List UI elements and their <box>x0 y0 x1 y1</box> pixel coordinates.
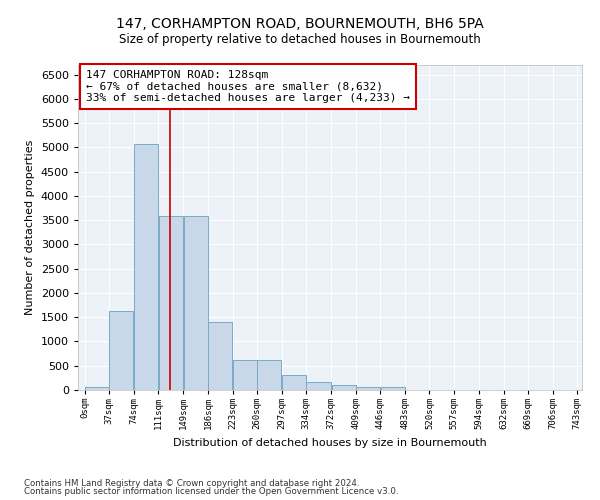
Y-axis label: Number of detached properties: Number of detached properties <box>25 140 35 315</box>
X-axis label: Distribution of detached houses by size in Bournemouth: Distribution of detached houses by size … <box>173 438 487 448</box>
Bar <box>158 216 183 390</box>
Bar <box>134 144 158 390</box>
Bar <box>208 322 232 390</box>
Text: Contains HM Land Registry data © Crown copyright and database right 2024.: Contains HM Land Registry data © Crown c… <box>24 478 359 488</box>
Bar <box>109 311 133 390</box>
Bar <box>380 386 404 390</box>
Bar <box>332 385 356 390</box>
Text: 147 CORHAMPTON ROAD: 128sqm
← 67% of detached houses are smaller (8,632)
33% of : 147 CORHAMPTON ROAD: 128sqm ← 67% of det… <box>86 70 410 103</box>
Text: 147, CORHAMPTON ROAD, BOURNEMOUTH, BH6 5PA: 147, CORHAMPTON ROAD, BOURNEMOUTH, BH6 5… <box>116 18 484 32</box>
Bar <box>257 360 281 390</box>
Bar <box>307 382 331 390</box>
Bar <box>356 386 380 390</box>
Bar <box>85 386 109 390</box>
Bar <box>184 216 208 390</box>
Text: Contains public sector information licensed under the Open Government Licence v3: Contains public sector information licen… <box>24 487 398 496</box>
Bar <box>233 360 257 390</box>
Text: Size of property relative to detached houses in Bournemouth: Size of property relative to detached ho… <box>119 32 481 46</box>
Bar <box>282 376 306 390</box>
